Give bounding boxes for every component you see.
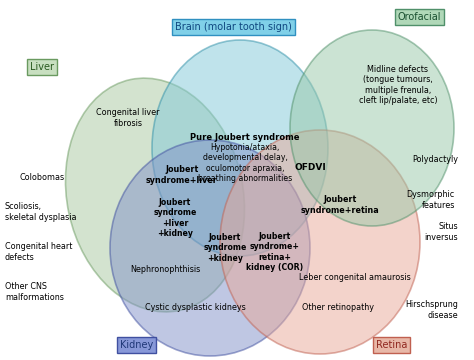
Text: Congenital liver
fibrosis: Congenital liver fibrosis: [96, 108, 160, 128]
Text: Brain (molar tooth sign): Brain (molar tooth sign): [175, 22, 292, 32]
Text: Congenital heart
defects: Congenital heart defects: [5, 242, 73, 262]
Text: Leber congenital amaurosis: Leber congenital amaurosis: [299, 274, 411, 283]
Text: Other CNS
malformations: Other CNS malformations: [5, 282, 64, 302]
Ellipse shape: [65, 78, 245, 312]
Text: Dysmorphic
features: Dysmorphic features: [407, 190, 455, 210]
Text: Colobomas: Colobomas: [20, 174, 65, 183]
Text: Scoliosis,
skeletal dysplasia: Scoliosis, skeletal dysplasia: [5, 202, 76, 222]
Text: Nephronophthisis: Nephronophthisis: [130, 266, 200, 274]
Ellipse shape: [110, 140, 310, 356]
Ellipse shape: [290, 30, 454, 226]
Text: Joubert
syndrome+
retina+
kidney (COR): Joubert syndrome+ retina+ kidney (COR): [246, 232, 303, 272]
Ellipse shape: [220, 130, 420, 354]
Text: Kidney: Kidney: [120, 340, 153, 350]
Text: Other retinopathy: Other retinopathy: [302, 303, 374, 312]
Text: Situs
inversus: Situs inversus: [424, 222, 458, 242]
Text: OFDVI: OFDVI: [294, 163, 326, 172]
Text: Hypotonia/ataxia,
developmental delay,
oculomotor apraxia,
breathing abnormaliti: Hypotonia/ataxia, developmental delay, o…: [198, 143, 292, 183]
Text: Pure Joubert syndrome: Pure Joubert syndrome: [190, 134, 300, 143]
Text: Liver: Liver: [30, 62, 54, 72]
Text: Cystic dysplastic kidneys: Cystic dysplastic kidneys: [145, 303, 246, 312]
Text: Joubert
syndrome
+liver
+kidney: Joubert syndrome +liver +kidney: [153, 198, 197, 238]
Text: Hirschsprung
disease: Hirschsprung disease: [405, 300, 458, 320]
Text: Retina: Retina: [376, 340, 407, 350]
Text: Joubert
syndrome+retina: Joubert syndrome+retina: [301, 195, 379, 215]
Ellipse shape: [152, 40, 328, 256]
Text: Joubert
syndrome+liver: Joubert syndrome+liver: [146, 165, 218, 185]
Text: Midline defects
(tongue tumours,
multiple frenula,
cleft lip/palate, etc): Midline defects (tongue tumours, multipl…: [359, 65, 438, 105]
Text: Orofacial: Orofacial: [398, 12, 441, 22]
Text: Joubert
syndrome
+kidney: Joubert syndrome +kidney: [203, 233, 246, 263]
Text: Polydactyly: Polydactyly: [412, 156, 458, 165]
